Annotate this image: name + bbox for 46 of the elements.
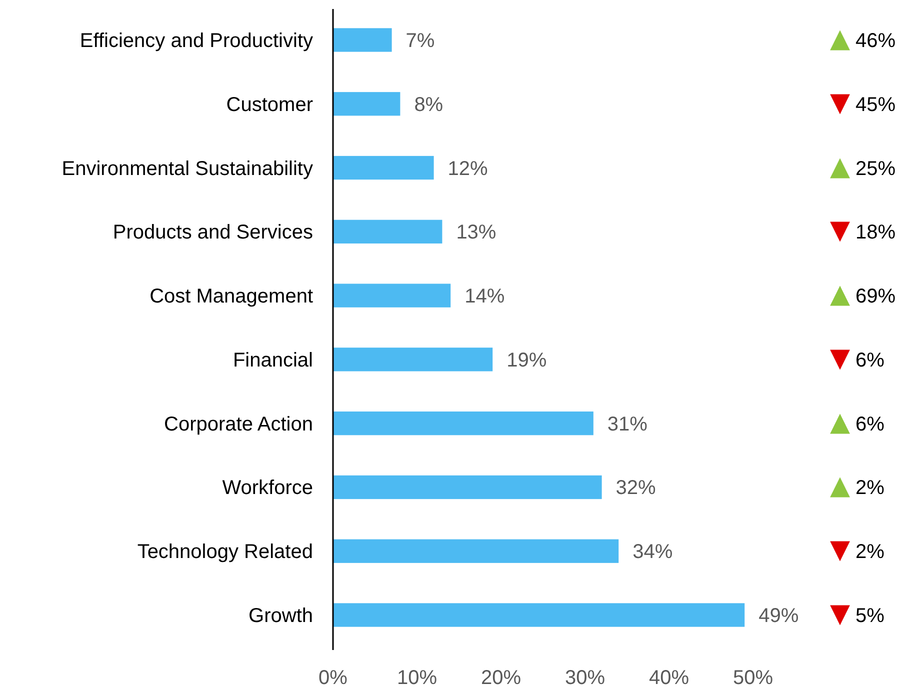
data-label: 34%	[632, 541, 673, 564]
x-tick-label: 50%	[732, 667, 774, 689]
x-tick-label: 10%	[396, 667, 438, 689]
data-label: 31%	[607, 413, 648, 436]
data-label: 13%	[456, 222, 496, 244]
text: ▲ 69%	[830, 280, 896, 310]
data-label: 49%	[758, 605, 799, 628]
text: ▲ 6%	[830, 407, 885, 438]
x-tick-label: 0%	[318, 667, 348, 689]
data-label: 7%	[406, 30, 435, 52]
y-tick-label: Efficiency and Productivity	[80, 30, 313, 52]
bar	[333, 156, 434, 180]
y-tick-label: Products and Services	[112, 222, 313, 244]
y-tick-label: Environmental Sustainability	[62, 158, 313, 180]
bar	[333, 475, 602, 500]
bar	[333, 220, 442, 244]
y-tick-label: Technology Related	[137, 541, 313, 564]
x-tick-label: 30%	[564, 667, 606, 689]
text: ▼ 45%	[830, 88, 896, 118]
y-tick-label: Corporate Action	[164, 413, 313, 436]
data-label: 12%	[448, 158, 488, 180]
y-tick-label: Cost Management	[150, 286, 314, 308]
text: ▼ 6%	[830, 343, 885, 374]
text: ▼ 18%	[830, 216, 896, 246]
data-label: 19%	[506, 349, 547, 372]
bar	[333, 412, 594, 436]
bar	[333, 348, 493, 372]
y-tick-label: Workforce	[222, 477, 313, 500]
data-label: 14%	[464, 286, 505, 308]
text: ▲ 25%	[830, 152, 896, 182]
text: ▼ 5%	[830, 599, 885, 630]
x-tick-label: 40%	[648, 667, 690, 689]
y-tick-label: Customer	[226, 94, 314, 116]
bar	[333, 603, 745, 627]
bar	[333, 28, 392, 52]
bar	[333, 539, 619, 563]
data-label: 8%	[414, 94, 444, 116]
bar	[333, 284, 451, 308]
data-label: 32%	[616, 477, 656, 500]
text: ▲ 46%	[830, 24, 896, 54]
text: ▼ 2%	[830, 535, 885, 566]
bar	[333, 92, 400, 116]
y-tick-label: Financial	[232, 349, 313, 372]
text: ▲ 2%	[830, 471, 885, 502]
x-tick-label: 20%	[480, 667, 522, 689]
y-tick-label: Growth	[248, 605, 313, 628]
